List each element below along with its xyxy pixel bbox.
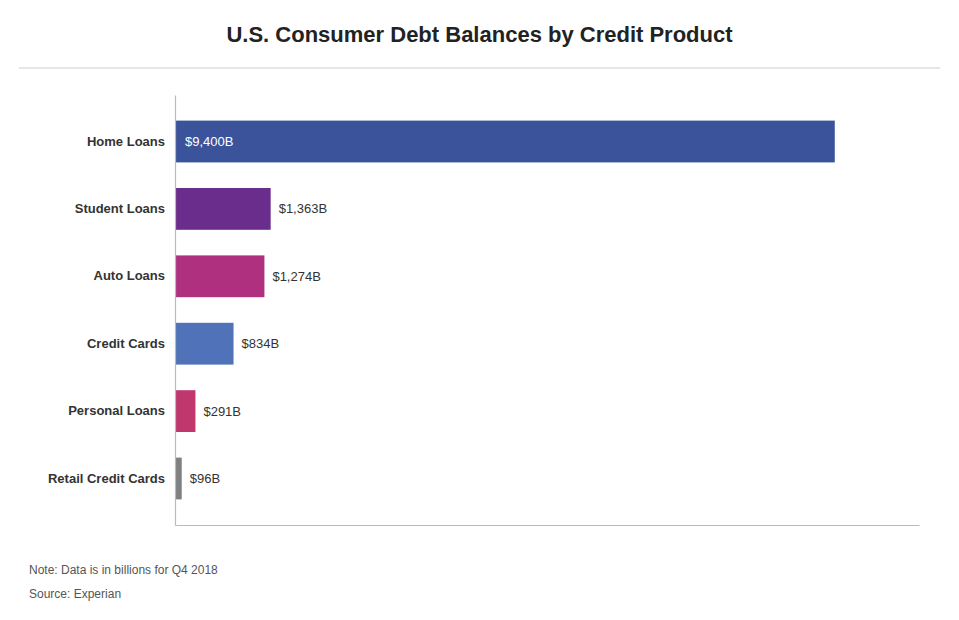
- x-axis: [176, 525, 920, 526]
- y-tick-label: Student Loans: [75, 201, 165, 216]
- bar: [175, 188, 271, 230]
- annotation: Source: Experian: [29, 587, 121, 601]
- bar: [175, 255, 264, 297]
- bar: [175, 121, 835, 163]
- y-tick: Student Loans: [75, 201, 165, 216]
- bars: [175, 121, 835, 500]
- y-tick-label: Home Loans: [87, 134, 165, 149]
- x-axis-line: [176, 525, 920, 526]
- separator: [19, 68, 940, 69]
- plot-area: Home Loans Student Loans Auto Loans Credit …: [48, 96, 920, 526]
- y-tick: Home Loans: [87, 134, 165, 149]
- y-tick-label: Auto Loans: [94, 268, 166, 283]
- chart-container: U.S. Consumer Debt Balances by Credit Pr…: [0, 0, 959, 620]
- y-tick: Auto Loans: [94, 268, 166, 283]
- annotation: Note: Data is in billions for Q4 2018: [29, 563, 218, 577]
- data-label: $96B: [190, 471, 220, 486]
- y-tick: Credit Cards: [87, 336, 165, 351]
- y-tick-label: Credit Cards: [87, 336, 165, 351]
- y-tick-label: Retail Credit Cards: [48, 471, 165, 486]
- y-tick: Retail Credit Cards: [48, 471, 165, 486]
- data-label: $9,400B: [185, 134, 233, 149]
- chart-svg: U.S. Consumer Debt Balances by Credit Pr…: [0, 0, 959, 620]
- bar: [175, 390, 195, 432]
- data-label: $834B: [242, 336, 280, 351]
- data-label: $291B: [203, 404, 241, 419]
- data-labels: $9,400B $1,363B $1,274B $834B $291B $96B: [185, 134, 327, 486]
- y-tick: Personal Loans: [68, 403, 165, 418]
- data-label: $1,363B: [279, 201, 327, 216]
- data-label: $1,274B: [272, 269, 320, 284]
- y-tick-label: Personal Loans: [68, 403, 165, 418]
- bar: [175, 323, 234, 365]
- y-axis-line: [175, 96, 176, 526]
- title: U.S. Consumer Debt Balances by Credit Pr…: [226, 22, 733, 47]
- y-axis: Home Loans Student Loans Auto Loans Credit …: [48, 96, 176, 526]
